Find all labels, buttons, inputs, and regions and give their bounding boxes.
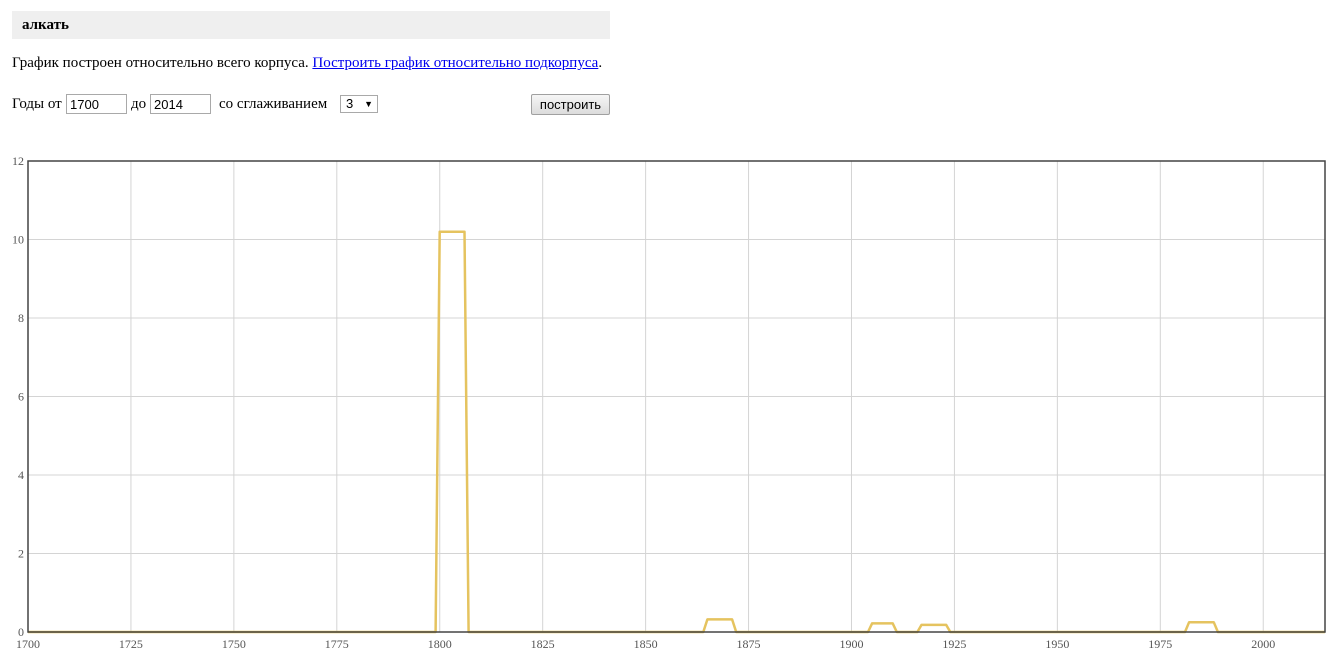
dropdown-arrow-icon: ▼ [364,99,373,109]
info-line: График построен относительно всего корпу… [12,54,602,72]
x-tick-label: 1950 [1045,637,1069,651]
y-tick-labels: 0 2 4 6 8 10 12 [12,154,24,639]
x-tick-label: 1800 [428,637,452,651]
x-tick-label: 1975 [1148,637,1172,651]
x-tick-label: 1900 [839,637,863,651]
year-from-input[interactable] [66,94,127,114]
grid [27,160,1325,633]
x-tick-label: 1700 [16,637,40,651]
info-text: График построен относительно всего корпу… [12,55,309,71]
info-period: . [598,55,603,71]
y-tick-label: 4 [18,468,24,482]
word-header: алкать [12,11,610,39]
series-line [28,230,1325,634]
y-tick-label: 0 [18,625,24,639]
smoothing-select[interactable]: 3 ▼ [340,95,378,113]
x-tick-labels: 1700 1725 1750 1775 1800 1825 1850 1875 1900 1925… [16,637,1275,651]
x-tick-label: 1825 [531,637,555,651]
word-title: алкать [22,17,69,33]
y-tick-label: 2 [18,547,24,561]
smoothing-label: со сглаживанием [219,96,328,112]
plot-frame [27,160,1326,633]
smoothing-value: 3 [346,96,354,111]
y-tick-label: 10 [12,233,24,247]
build-button[interactable]: построить [531,94,610,115]
year-to-input[interactable] [150,94,211,114]
y-tick-label: 12 [12,154,24,168]
subcorpus-link[interactable]: Построить график относительно подкорпуса [312,55,599,71]
x-tick-label: 1875 [737,637,761,651]
controls-row: Годы от до со сглаживанием 3 ▼ построить [12,94,610,116]
x-tick-label: 1725 [119,637,143,651]
frequency-chart: 0 2 4 6 8 10 12 1700 1725 1750 1775 1800 1825 1850 18… [12,154,1326,651]
x-tick-label: 1925 [942,637,966,651]
to-label: до [131,96,147,112]
years-label: Годы от [12,96,62,112]
x-tick-label: 1775 [325,637,349,651]
x-tick-label: 1750 [222,637,246,651]
x-tick-label: 1850 [634,637,658,651]
y-tick-label: 6 [18,390,24,404]
y-tick-label: 8 [18,311,24,325]
x-tick-label: 2000 [1251,637,1275,651]
